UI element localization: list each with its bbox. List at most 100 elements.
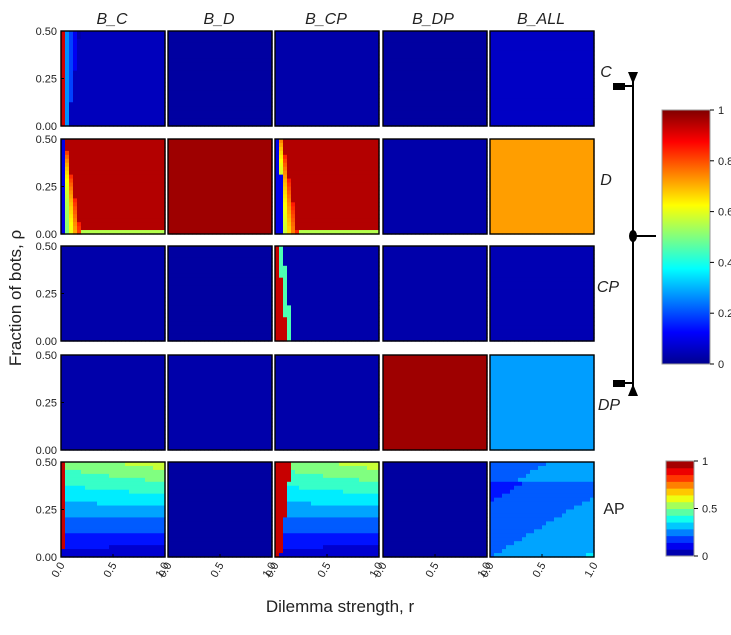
heatmap-cell [315, 62, 320, 68]
heatmap-cell [546, 34, 551, 40]
heatmap-cell [335, 118, 340, 123]
heatmap-cell [268, 58, 273, 64]
heatmap-cell [97, 142, 102, 148]
heatmap-cell [347, 34, 352, 40]
heatmap-cell [526, 42, 531, 48]
heatmap-cell [172, 122, 177, 127]
heatmap-cell [105, 38, 110, 44]
heatmap-cell [85, 218, 90, 223]
heatmap-cell [395, 102, 400, 107]
heatmap-cell [77, 58, 82, 64]
heatmap-cell [248, 58, 253, 64]
heatmap-cell [363, 74, 368, 80]
heatmap-cell [319, 150, 324, 156]
heatmap-cell [252, 34, 257, 40]
heatmap-cell [403, 106, 408, 111]
heatmap-cell [323, 158, 328, 164]
heatmap-cell [463, 106, 468, 111]
heatmap-cell [475, 94, 480, 99]
heatmap-cell [307, 82, 312, 88]
heatmap-cell [228, 102, 233, 107]
heatmap-cell [168, 210, 173, 215]
heatmap-cell [323, 146, 328, 152]
heatmap-cell [538, 42, 543, 48]
heatmap-cell [153, 90, 158, 95]
heatmap-cell [204, 186, 209, 192]
heatmap-cell [347, 94, 352, 99]
heatmap-cell [77, 34, 82, 40]
heatmap-cell [387, 90, 392, 95]
heatmap-cell [279, 162, 284, 168]
heatmap-cell [184, 214, 189, 219]
heatmap-cell [283, 226, 288, 231]
heatmap-cell [355, 31, 360, 36]
heatmap-cell [264, 166, 269, 172]
heatmap-cell [542, 86, 547, 91]
heatmap-cell [327, 62, 332, 68]
heatmap-cell [335, 186, 340, 192]
heatmap-cell [335, 38, 340, 44]
heatmap-cell [228, 194, 233, 199]
heatmap-cell [196, 114, 201, 119]
heatmap-cell [347, 42, 352, 48]
heatmap-cell [299, 31, 304, 36]
heatmap-cell [411, 86, 416, 91]
heatmap-cell [319, 186, 324, 192]
heatmap-cell [105, 94, 110, 99]
heatmap-cell [435, 82, 440, 88]
heatmap-cell [232, 94, 237, 99]
heatmap-cell [490, 118, 495, 123]
heatmap-cell [188, 198, 193, 203]
heatmap-cell [65, 190, 70, 196]
heatmap-cell [291, 210, 296, 215]
heatmap-cell [172, 66, 177, 72]
heatmap-cell [419, 82, 424, 88]
heatmap-cell [220, 34, 225, 40]
heatmap-cell [125, 182, 130, 188]
heatmap-cell [172, 42, 177, 48]
heatmap-cell [264, 206, 269, 211]
heatmap-cell [244, 202, 249, 207]
heatmap-cell [371, 210, 376, 215]
heatmap-cell [248, 150, 253, 156]
heatmap-cell [367, 146, 372, 152]
heatmap-cell [391, 34, 396, 40]
heatmap-cell [335, 210, 340, 215]
heatmap-cell [295, 178, 300, 184]
heatmap-cell [224, 38, 229, 44]
heatmap-cell [264, 106, 269, 111]
heatmap-cell [216, 230, 221, 235]
heatmap-cell [303, 34, 308, 40]
heatmap-cell [168, 106, 173, 111]
heatmap-cell [65, 202, 70, 207]
heatmap-cell [232, 214, 237, 219]
heatmap-cell [109, 54, 114, 60]
heatmap-cell [351, 214, 356, 219]
heatmap-cell [236, 170, 241, 176]
heatmap-cell [192, 218, 197, 223]
heatmap-cell [81, 170, 86, 176]
heatmap-cell [236, 202, 241, 207]
heatmap-cell [514, 102, 519, 107]
heatmap-cell [69, 102, 74, 107]
heatmap-cell [407, 90, 412, 95]
heatmap-cell [220, 98, 225, 103]
heatmap-cell [101, 186, 106, 192]
heatmap-cell [351, 50, 356, 56]
heatmap-cell [343, 42, 348, 48]
heatmap-cell [586, 114, 591, 119]
heatmap-cell [188, 62, 193, 68]
heatmap-cell [196, 174, 201, 180]
heatmap-cell [475, 102, 480, 107]
heatmap-cell [224, 78, 229, 84]
heatmap-cell [220, 198, 225, 203]
heatmap-cell [220, 62, 225, 68]
heatmap-cell [283, 146, 288, 152]
heatmap-cell [69, 50, 74, 56]
heatmap-cell [188, 42, 193, 48]
heatmap-cell [319, 118, 324, 123]
heatmap-cell [415, 70, 420, 76]
heatmap-cell [141, 122, 146, 127]
heatmap-cell [455, 122, 460, 127]
heatmap-cell [192, 178, 197, 184]
